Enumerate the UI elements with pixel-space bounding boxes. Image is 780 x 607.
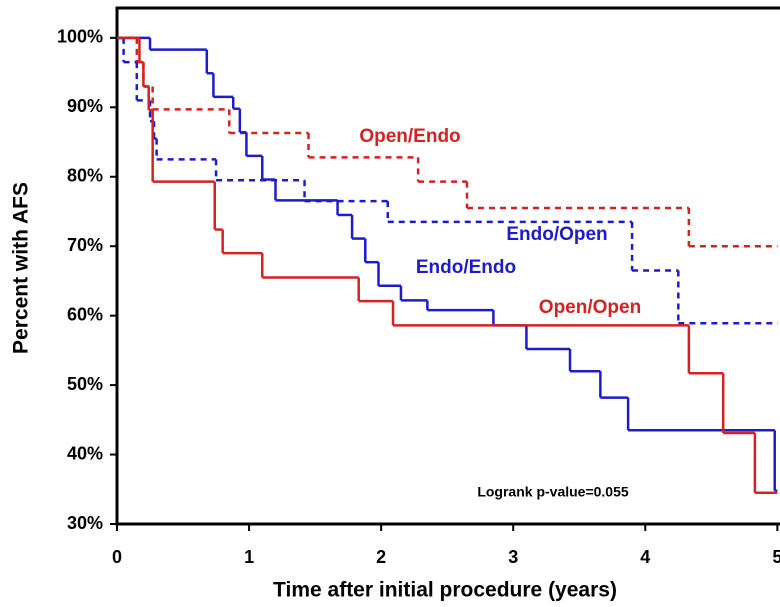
y-tick-label: 60%: [67, 304, 103, 324]
y-tick-label: 80%: [67, 166, 103, 186]
series-label: Open/Endo: [359, 126, 460, 147]
series-label: Open/Open: [539, 297, 641, 318]
y-tick-label: 30%: [67, 513, 103, 533]
x-tick-label: 4: [640, 547, 650, 567]
series-label: Endo/Endo: [416, 257, 516, 278]
y-axis-label: Percent with AFS: [10, 182, 33, 354]
x-tick-label: 0: [112, 547, 122, 567]
y-tick-label: 90%: [67, 96, 103, 116]
x-tick-label: 1: [244, 547, 254, 567]
y-tick-label: 40%: [67, 443, 103, 463]
plot-frame: [115, 6, 780, 526]
y-tick-label: 50%: [67, 374, 103, 394]
series-label: Endo/Open: [506, 224, 607, 245]
x-tick-label: 5: [772, 547, 780, 567]
y-tick-label: 100%: [57, 27, 103, 47]
x-axis-label: Time after initial procedure (years): [273, 579, 617, 602]
x-tick-label: 2: [376, 547, 386, 567]
x-tick-label: 3: [508, 547, 518, 567]
annotation: Logrank p-value=0.055: [477, 484, 629, 500]
y-tick-label: 70%: [67, 235, 103, 255]
